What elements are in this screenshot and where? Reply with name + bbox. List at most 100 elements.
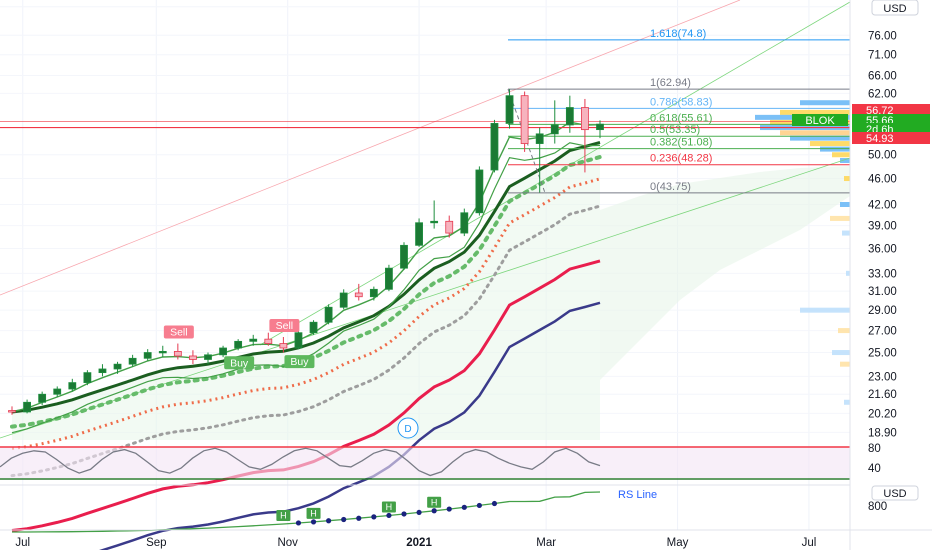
price-tick-label: 39.00 — [868, 221, 897, 233]
time-tick-label: May — [667, 537, 689, 549]
candle-body — [23, 401, 31, 413]
signal-label: Buy — [230, 357, 249, 369]
signal-label: Sell — [276, 320, 294, 332]
rs-new-high-dot — [295, 520, 302, 526]
ma-dark-green — [11, 140, 601, 414]
ma-green-dotted — [10, 155, 602, 429]
price-tag-label: 54.93 — [866, 133, 894, 145]
rs-marker-badge — [427, 496, 442, 508]
signal-label: Sell — [170, 327, 188, 339]
candle-body — [98, 368, 107, 374]
trendline-red — [0, 0, 741, 296]
cloud-area — [12, 142, 600, 440]
candle-body — [143, 352, 152, 359]
volume-profile-bar — [844, 399, 850, 405]
time-tick-label: Jul — [15, 537, 30, 549]
fib-level-label: 0.382(51.08) — [650, 137, 712, 149]
candle-body — [324, 306, 333, 323]
rs-new-high-dot — [386, 512, 392, 519]
price-tick-label: 62.00 — [868, 88, 897, 100]
volume-profile-bar — [832, 350, 850, 356]
candle-body — [430, 220, 439, 224]
candle-body — [264, 338, 273, 344]
price-tick-label: 71.00 — [868, 50, 897, 62]
rs-marker-badge — [276, 509, 291, 521]
volume-profile-bar — [800, 100, 850, 106]
price-tick-label: 31.00 — [868, 286, 897, 298]
rs-unit: USD — [883, 488, 906, 500]
rs-marker-label: H — [280, 510, 287, 520]
price-tick-label: 25.00 — [868, 348, 897, 360]
price-tag — [852, 104, 930, 116]
candle-body — [83, 372, 92, 383]
candle-body — [234, 340, 243, 349]
rs-marker-badge — [381, 501, 396, 513]
candle-body — [400, 244, 408, 269]
fib-anchor-line — [507, 88, 546, 194]
candle-body — [550, 124, 559, 135]
rs-new-high-dot — [341, 516, 347, 523]
price-tick-label: 21.60 — [868, 389, 897, 401]
fib-level-label: 0(43.75) — [650, 181, 691, 193]
candle-body — [158, 350, 167, 354]
candle-body — [249, 338, 258, 342]
candle-body — [596, 123, 604, 131]
candle-body — [369, 288, 378, 298]
signal-badge — [284, 355, 315, 369]
price-tick-label: 33.00 — [868, 268, 897, 280]
candle-body — [38, 393, 47, 403]
rs-new-high-dot — [491, 500, 498, 507]
candle-body — [68, 382, 77, 390]
rs-new-high-dot — [461, 504, 467, 510]
rs-marker-label: H — [431, 497, 438, 507]
candle-body — [128, 357, 137, 365]
candle-body — [204, 354, 212, 360]
rs-new-high-dot — [356, 515, 362, 521]
price-unit: USD — [883, 3, 906, 15]
osc-tick-label: 40 — [868, 463, 881, 475]
volume-profile-bar — [832, 152, 850, 158]
rs-line — [12, 491, 601, 533]
volume-profile-bar — [840, 361, 850, 367]
volume-profile-bar — [838, 328, 850, 334]
price-tick-label: 23.00 — [868, 371, 897, 383]
rs-marker-label: H — [310, 508, 317, 518]
candle-body — [475, 169, 484, 214]
rs-unit-box — [871, 485, 919, 501]
price-tick-label: 29.00 — [868, 305, 897, 317]
time-tick-label: 2021 — [406, 537, 432, 549]
candle-body — [505, 95, 514, 124]
price-tick-label: 46.00 — [868, 174, 897, 186]
rs-new-high-dot — [446, 506, 452, 512]
price-tick-label: 20.20 — [868, 408, 897, 420]
ma-navy-line — [83, 301, 601, 555]
cloud-projection — [600, 166, 850, 440]
oscillator-line — [0, 447, 601, 477]
rs-line-label: RS Line — [618, 489, 657, 501]
signal-badge — [163, 325, 194, 339]
signal-badge — [224, 356, 255, 370]
fib-level-label: 1(62.94) — [650, 77, 691, 89]
candle-body — [219, 347, 227, 356]
fib-level-label: 1.618(74.8) — [650, 28, 706, 40]
rs-new-high-dot — [326, 518, 332, 524]
price-tag — [852, 132, 930, 144]
price-tick-label: 36.00 — [868, 243, 897, 255]
volume-profile-bar — [846, 270, 850, 276]
volume-profile-bar — [790, 135, 850, 141]
fib-level-label: 0.618(55.61) — [650, 112, 712, 124]
rs-new-high-dot — [431, 508, 437, 514]
rs-new-high-dot — [310, 519, 317, 525]
rs-marker-badge — [306, 507, 321, 519]
candle-body — [535, 133, 544, 144]
unit-box — [871, 0, 919, 16]
price-tick-label: 18.90 — [868, 427, 897, 439]
volume-profile-bar — [810, 141, 850, 147]
signal-badge — [269, 318, 300, 332]
volume-profile-bar — [800, 307, 850, 313]
candle-body — [490, 123, 499, 171]
rs-tick-label: 800 — [868, 501, 887, 513]
price-tick-label: 27.00 — [868, 326, 897, 338]
